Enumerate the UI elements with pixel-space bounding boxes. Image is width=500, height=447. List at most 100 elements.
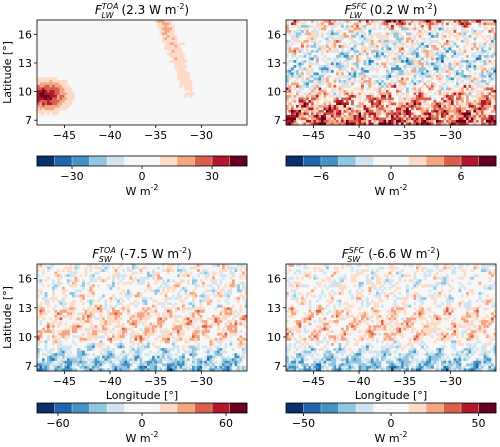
heatmap-cell <box>368 30 372 33</box>
heatmap-cell <box>214 368 218 372</box>
heatmap-cell <box>212 320 215 323</box>
heatmap-cell <box>368 281 372 285</box>
heatmap-cell <box>316 42 319 46</box>
heatmap-cell <box>174 365 178 369</box>
heatmap-cell <box>39 279 43 283</box>
heatmap-cell <box>82 355 85 359</box>
heatmap-cell <box>152 363 155 367</box>
panel-title: FTOA SW (-7.5 W m-2) <box>92 246 192 264</box>
heatmap-cell <box>356 271 359 275</box>
heatmap-cell <box>346 85 349 88</box>
heatmap-cell <box>244 304 248 308</box>
heatmap-cell <box>403 112 407 116</box>
heatmap-cell <box>164 25 168 28</box>
heatmap-cell <box>416 72 419 76</box>
heatmap-cell <box>348 85 352 88</box>
heatmap-cell <box>194 348 198 351</box>
heatmap-cell <box>72 304 75 308</box>
heatmap-cell <box>164 363 168 367</box>
heatmap-cell <box>242 337 245 341</box>
heatmap-cell <box>428 85 432 88</box>
heatmap-cell <box>331 32 334 36</box>
heatmap-cell <box>381 266 384 270</box>
heatmap-cell <box>466 112 469 116</box>
heatmap-cell <box>237 299 240 303</box>
heatmap-cell <box>37 107 40 111</box>
heatmap-cell <box>217 337 220 341</box>
heatmap-cell <box>293 55 297 58</box>
heatmap-cell <box>144 363 148 367</box>
heatmap-cell <box>333 112 337 116</box>
heatmap-cell <box>212 317 215 321</box>
heatmap-cell <box>351 266 354 270</box>
heatmap-cell <box>398 22 402 26</box>
heatmap-cell <box>353 120 357 123</box>
colorbar-swatch <box>124 403 143 413</box>
heatmap-cell <box>182 72 185 76</box>
heatmap-cell <box>142 307 145 311</box>
heatmap-cell <box>461 95 464 98</box>
heatmap-cell <box>99 363 103 367</box>
heatmap-cell <box>306 97 309 101</box>
heatmap-cell <box>197 348 200 351</box>
heatmap-cell <box>471 52 474 56</box>
heatmap-cell <box>214 360 218 364</box>
heatmap-cell <box>366 281 369 285</box>
heatmap-cell <box>481 77 484 81</box>
heatmap-cell <box>378 276 382 280</box>
heatmap-cell <box>398 42 402 46</box>
heatmap-cell <box>179 279 183 283</box>
heatmap-cell <box>291 72 294 76</box>
heatmap-cell <box>318 266 322 270</box>
heatmap-cell <box>321 35 324 38</box>
heatmap-cell <box>303 85 307 88</box>
heatmap-cell <box>298 55 302 58</box>
heatmap-cell <box>214 350 218 354</box>
heatmap-cell <box>288 40 292 43</box>
heatmap-cell <box>461 269 464 272</box>
heatmap-cell <box>456 62 459 66</box>
heatmap-cell <box>52 264 55 267</box>
heatmap-cell <box>361 120 364 123</box>
heatmap-cell <box>441 70 444 73</box>
heatmap-cell <box>144 314 148 318</box>
heatmap-cell <box>368 120 372 123</box>
heatmap-cell <box>373 25 377 28</box>
heatmap-cell <box>418 122 422 126</box>
heatmap-cell <box>343 102 347 106</box>
heatmap-cell <box>396 77 399 81</box>
heatmap-cell <box>187 307 190 311</box>
heatmap-cell <box>453 75 457 78</box>
heatmap-cell <box>363 72 367 76</box>
heatmap-cell <box>388 115 392 118</box>
heatmap-cell <box>361 269 364 272</box>
heatmap-cell <box>87 309 90 313</box>
heatmap-cell <box>336 50 339 53</box>
heatmap-cell <box>338 100 342 103</box>
heatmap-cell <box>102 353 105 357</box>
heatmap-cell <box>227 302 230 306</box>
heatmap-cell <box>204 360 208 364</box>
heatmap-cell <box>313 117 317 121</box>
heatmap-cell <box>438 62 442 66</box>
heatmap-cell <box>54 284 58 288</box>
heatmap-cell <box>227 363 230 367</box>
heatmap-cell <box>117 276 120 280</box>
heatmap-cell <box>423 122 427 126</box>
heatmap-cell <box>406 274 409 278</box>
heatmap-cell <box>308 122 312 126</box>
heatmap-cell <box>356 117 359 121</box>
heatmap-cell <box>386 35 389 38</box>
heatmap-cell <box>164 309 168 313</box>
heatmap-cell <box>348 27 352 31</box>
heatmap-cell <box>47 77 50 81</box>
heatmap-cell <box>293 35 297 38</box>
heatmap-cell <box>177 42 180 46</box>
heatmap-cell <box>363 75 367 78</box>
heatmap-cell <box>466 22 469 26</box>
heatmap-cell <box>207 294 210 298</box>
heatmap-cell <box>102 348 105 351</box>
heatmap-cell <box>366 65 369 68</box>
heatmap-cell <box>194 353 198 357</box>
heatmap-cell <box>373 82 377 86</box>
